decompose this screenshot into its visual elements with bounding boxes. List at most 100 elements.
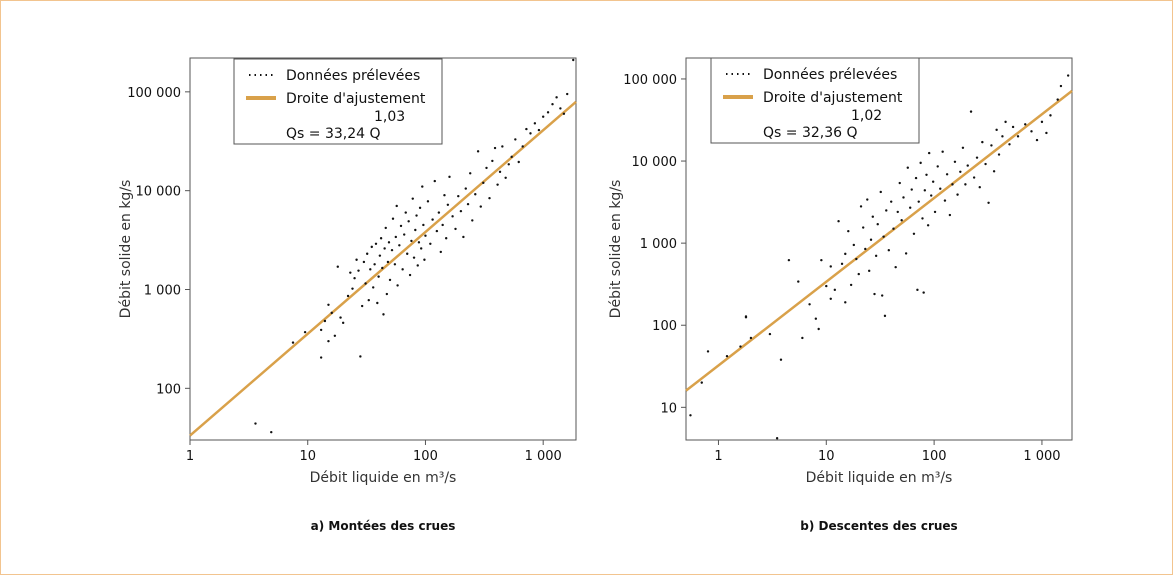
data-point: [808, 303, 811, 306]
data-point: [346, 294, 350, 298]
data-point: [844, 301, 847, 304]
data-point: [498, 170, 502, 174]
data-point: [787, 258, 791, 262]
data-point: [1035, 138, 1039, 142]
data-point: [959, 170, 962, 173]
data-point: [391, 217, 395, 220]
data-point: [433, 179, 436, 183]
data-point: [966, 164, 969, 167]
data-point: [416, 264, 419, 267]
data-point: [471, 219, 474, 222]
data-point: [485, 166, 488, 170]
chart-descentes: 1 10 100 1 000 10 100 1 000 10 000 100 000 Donné…: [608, 57, 1073, 533]
legend-points-label: Données prélevées: [763, 67, 897, 83]
legend-equation: Qs = 32,36 Q: [763, 125, 858, 141]
data-point: [378, 254, 382, 257]
data-point: [829, 297, 832, 300]
y-tick-label: 1 000: [640, 237, 677, 252]
data-point: [779, 358, 783, 361]
x-tick-label: 1 000: [525, 449, 562, 464]
data-point: [749, 336, 753, 340]
data-point: [441, 223, 444, 227]
data-point: [419, 247, 423, 250]
data-point: [387, 241, 391, 244]
data-point: [925, 173, 928, 177]
data-point: [336, 265, 339, 268]
data-point: [525, 127, 528, 131]
data-point: [566, 92, 569, 96]
data-point: [444, 237, 448, 240]
x-tick-label: 1 000: [1023, 449, 1060, 464]
data-point: [439, 250, 442, 254]
data-point: [892, 227, 895, 230]
x-tick-label: 10: [818, 449, 835, 464]
data-point: [852, 243, 856, 247]
data-point: [349, 271, 352, 274]
data-point: [410, 239, 413, 243]
chart-caption: b) Descentes des crues: [800, 519, 957, 533]
plot-frame: [189, 57, 577, 441]
data-point: [914, 176, 918, 180]
data-point: [423, 258, 426, 261]
data-point: [883, 314, 887, 318]
data-point: [837, 220, 840, 223]
data-point: [443, 193, 446, 197]
data-point: [341, 321, 345, 325]
data-point: [546, 111, 550, 114]
data-point: [376, 301, 379, 305]
data-point: [916, 288, 919, 292]
data-point: [491, 159, 494, 163]
data-point: [943, 199, 947, 202]
data-point: [997, 153, 1001, 156]
y-tick-label: 100: [652, 319, 677, 334]
data-point: [454, 227, 457, 231]
data-point: [404, 211, 407, 214]
data-point: [327, 339, 330, 343]
data-point: [1011, 125, 1015, 129]
legend-points-label: Données prélevées: [286, 68, 420, 84]
data-point: [395, 204, 398, 208]
axis-ticks: 1 10 100 1 000 10 100 1 000 10 000 100 000: [623, 73, 1060, 464]
data-point: [559, 107, 562, 110]
data-point: [978, 186, 981, 189]
data-point: [374, 242, 378, 245]
data-point: [417, 241, 421, 244]
data-point: [362, 260, 366, 264]
legend: Données prélevées Droite d'ajustement 1,…: [233, 58, 443, 145]
x-tick-label: 1: [714, 449, 722, 464]
data-point: [429, 242, 432, 245]
data-point: [908, 206, 912, 209]
x-tick-label: 100: [413, 449, 438, 464]
data-point: [474, 193, 477, 196]
data-point: [801, 336, 804, 340]
data-point: [866, 198, 869, 201]
y-tick-label: 100: [156, 382, 181, 397]
data-point: [956, 193, 959, 196]
data-point: [814, 317, 818, 320]
data-point: [817, 327, 820, 331]
data-point: [393, 263, 397, 266]
data-point: [961, 146, 965, 150]
legend-equation: Qs = 33,24 Q: [286, 126, 381, 142]
data-point: [869, 238, 873, 241]
data-point: [388, 278, 392, 282]
data-point: [1049, 114, 1052, 117]
data-point: [880, 294, 884, 297]
chart-caption: a) Montées des crues: [311, 519, 456, 533]
data-point: [926, 224, 930, 227]
data-point: [541, 115, 545, 118]
data-point: [887, 249, 891, 252]
data-point: [572, 58, 575, 62]
legend-box: [233, 58, 443, 145]
data-point: [385, 292, 389, 296]
data-point: [933, 210, 937, 214]
data-point: [537, 128, 541, 132]
data-point: [825, 284, 828, 288]
data-point: [435, 229, 439, 233]
data-point: [521, 145, 524, 148]
data-point: [941, 150, 944, 153]
data-point: [797, 280, 800, 283]
data-point: [415, 214, 418, 217]
data-points: [254, 58, 575, 434]
